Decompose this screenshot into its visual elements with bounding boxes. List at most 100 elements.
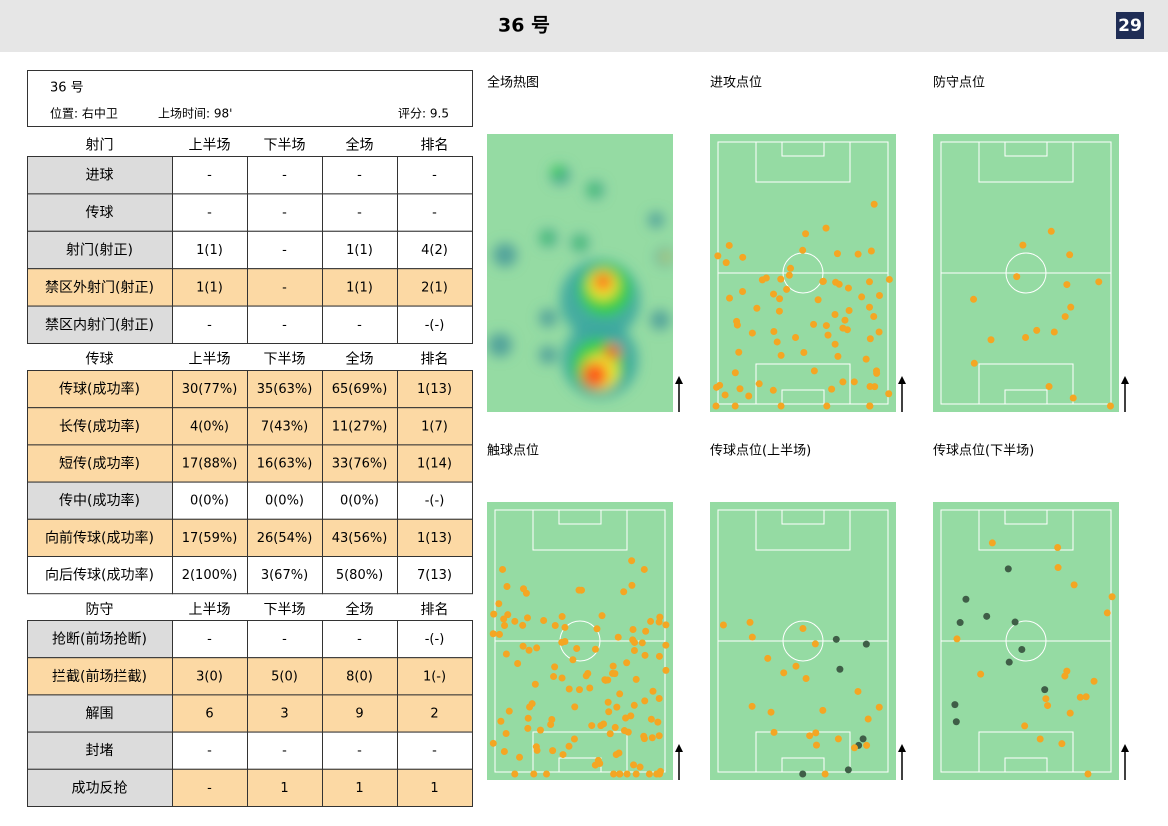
event-dot: [758, 276, 766, 284]
table-cell: [397, 268, 473, 307]
row-label: 拦截(前场拦截): [52, 668, 147, 685]
table-cell: [172, 556, 248, 595]
event-dot: [504, 611, 512, 619]
event-dot: [733, 317, 741, 325]
cell-value: 43(56%): [332, 531, 388, 546]
event-dot: [519, 621, 527, 629]
cell-value: 7(43%): [261, 419, 308, 434]
event-dot: [977, 670, 985, 678]
event-dot: [777, 402, 785, 410]
page-badge: [1116, 12, 1144, 39]
event-dot: [531, 680, 539, 688]
event-dot: [722, 259, 730, 267]
event-dot: [640, 735, 648, 743]
event-dot: [623, 659, 631, 667]
event-dot: [586, 684, 594, 692]
row-label: 传球: [86, 205, 114, 221]
cell-value: -: [282, 243, 287, 258]
event-dot: [850, 744, 858, 752]
table-cell: [27, 518, 173, 557]
table-cell: [247, 444, 323, 483]
table-cell: [322, 370, 398, 409]
event-dot: [799, 770, 807, 778]
event-dot: [863, 741, 871, 749]
event-dot: [1061, 313, 1069, 321]
event-dot: [719, 621, 727, 629]
event-dot: [834, 352, 842, 360]
event-dot: [866, 383, 874, 391]
pitch-line: [782, 620, 824, 662]
cell-value: 16(63%): [257, 457, 313, 472]
player-box: [27, 70, 473, 127]
table-cell: [27, 305, 173, 345]
event-dot: [1066, 251, 1074, 259]
event-dot: [814, 296, 822, 304]
event-dot: [533, 644, 541, 652]
table-cell: [27, 556, 173, 595]
event-dot: [812, 729, 820, 737]
pitch-title: 防守点位: [933, 75, 985, 91]
cell-value: -: [282, 280, 287, 295]
table-cell: [172, 193, 248, 232]
event-dot: [503, 582, 511, 590]
event-dot: [519, 642, 527, 650]
row-label: 传球(成功率): [59, 381, 140, 398]
event-dot: [885, 275, 893, 283]
table-cell: [397, 768, 473, 807]
event-dot: [642, 627, 650, 635]
cell-value: 0(0%): [190, 494, 229, 509]
table-cell: [247, 620, 323, 659]
event-dot: [591, 645, 599, 653]
event-dot: [1108, 593, 1116, 601]
event-dot: [775, 307, 783, 315]
event-dot: [983, 612, 991, 620]
event-dot: [570, 735, 578, 743]
heat-blob: [650, 310, 670, 330]
event-dot: [511, 770, 519, 778]
event-dot: [799, 624, 807, 632]
direction-arrow: [675, 744, 683, 752]
table-cell: [397, 481, 473, 520]
event-dot: [584, 669, 592, 677]
event-dot: [604, 698, 612, 706]
event-dot: [843, 326, 851, 334]
table-cell: [247, 370, 323, 409]
cell-value: 33(76%): [332, 457, 388, 472]
event-dot: [1022, 334, 1030, 342]
cell-value: 26(54%): [257, 531, 313, 546]
event-dot: [1103, 609, 1111, 617]
event-dot: [641, 651, 649, 659]
event-dot: [748, 329, 756, 337]
table-header: 全场: [346, 137, 374, 154]
table-cell: [397, 370, 473, 409]
event-dot: [819, 277, 827, 285]
heatmap: [488, 165, 673, 398]
cell-value: -: [282, 744, 287, 759]
event-dot: [828, 385, 836, 393]
event-dot: [630, 701, 638, 709]
event-dot: [862, 640, 870, 648]
event-dot: [858, 293, 866, 301]
event-dot: [812, 741, 820, 749]
event-dot: [543, 770, 551, 778]
event-dot: [524, 724, 532, 732]
event-dot: [536, 726, 544, 734]
header-bar: [0, 0, 1168, 52]
event-dot: [776, 295, 784, 303]
event-dot: [736, 385, 744, 393]
event-dot: [598, 612, 606, 620]
cell-value: 3: [280, 707, 288, 722]
event-dot: [1058, 740, 1066, 748]
cell-value: 2(100%): [182, 568, 238, 583]
pitch-line: [781, 389, 825, 405]
event-dot: [638, 639, 646, 647]
event-dot: [866, 335, 874, 343]
event-dot: [862, 355, 870, 363]
event-dot: [783, 285, 791, 293]
row-label: 进球: [86, 168, 114, 184]
event-dot: [773, 338, 781, 346]
event-dot: [1070, 581, 1078, 589]
event-dot: [845, 307, 853, 315]
cell-value: -(-): [425, 318, 445, 333]
event-dot: [1033, 326, 1041, 334]
